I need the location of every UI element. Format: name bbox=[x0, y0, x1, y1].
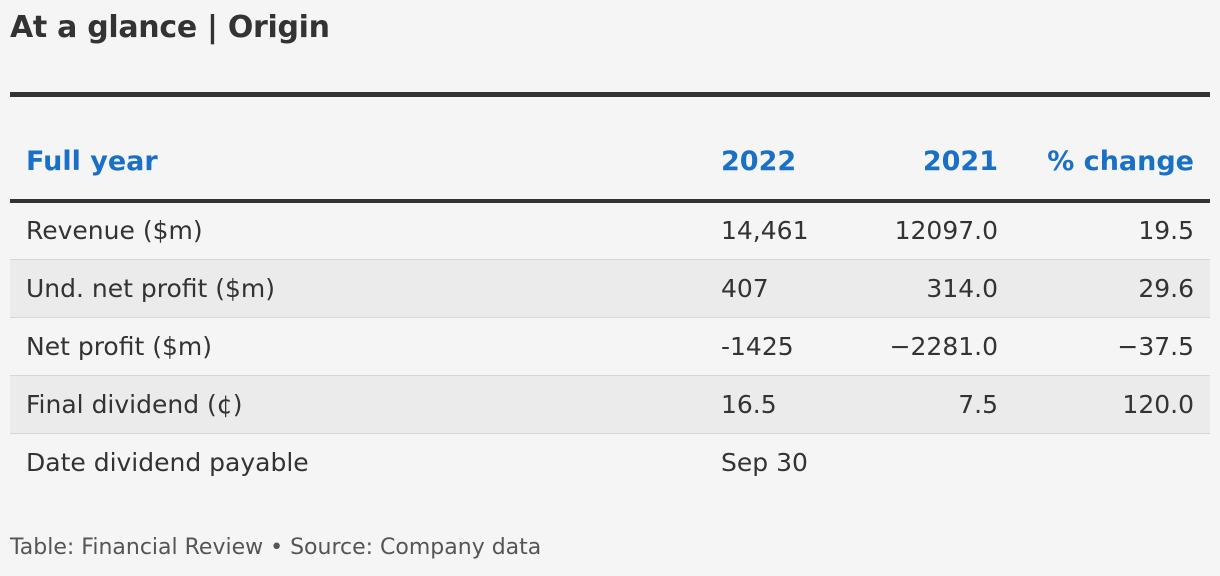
cell-2022: 407 bbox=[703, 259, 844, 318]
cell-change: 120.0 bbox=[1013, 375, 1210, 434]
row-label: Date dividend payable bbox=[26, 447, 309, 477]
row-label: Net profit ($m) bbox=[10, 317, 703, 376]
cell-change bbox=[1013, 433, 1210, 491]
cell-2021: 12097.0 bbox=[844, 201, 1013, 260]
top-rule bbox=[10, 92, 1210, 97]
source-note: Table: Financial Review • Source: Compan… bbox=[10, 535, 542, 560]
cell-2022: 16.5 bbox=[703, 375, 844, 434]
table-row: Final dividend (¢) 16.5 7.5 120.0 bbox=[10, 375, 1210, 434]
cell-2021: 7.5 bbox=[844, 375, 1013, 434]
cell-2021 bbox=[844, 433, 1013, 491]
header-row: Full year 2022 2021 % change bbox=[10, 97, 1210, 203]
row-label: Und. net profit ($m) bbox=[10, 259, 703, 318]
cell-2022: 14,461 bbox=[703, 201, 844, 260]
data-table: Full year 2022 2021 % change Revenue ($m… bbox=[10, 97, 1210, 491]
table-title: At a glance | Origin bbox=[10, 10, 330, 45]
column-header-2022: 2022 bbox=[703, 97, 844, 203]
column-header-percent-change: % change bbox=[1013, 97, 1210, 203]
row-label: Final dividend (¢) bbox=[10, 375, 703, 434]
cell-2022: Sep 30 bbox=[721, 447, 808, 477]
cell-change: −37.5 bbox=[1013, 317, 1210, 376]
cell-2022: -1425 bbox=[703, 317, 844, 376]
cell-change: 19.5 bbox=[1013, 201, 1210, 260]
table-row: Revenue ($m) 14,461 12097.0 19.5 bbox=[10, 201, 1210, 260]
row-label: Revenue ($m) bbox=[10, 201, 703, 260]
column-header-2021: 2021 bbox=[844, 97, 1013, 203]
cell-2021: 314.0 bbox=[844, 259, 1013, 318]
table-row: Date dividend payable Sep 30 bbox=[10, 433, 1210, 491]
cell-change: 29.6 bbox=[1013, 259, 1210, 318]
cell-2021: −2281.0 bbox=[844, 317, 1013, 376]
table-row: Net profit ($m) -1425 −2281.0 −37.5 bbox=[10, 317, 1210, 376]
column-header-full-year: Full year bbox=[10, 97, 703, 203]
table-row: Und. net profit ($m) 407 314.0 29.6 bbox=[10, 259, 1210, 318]
